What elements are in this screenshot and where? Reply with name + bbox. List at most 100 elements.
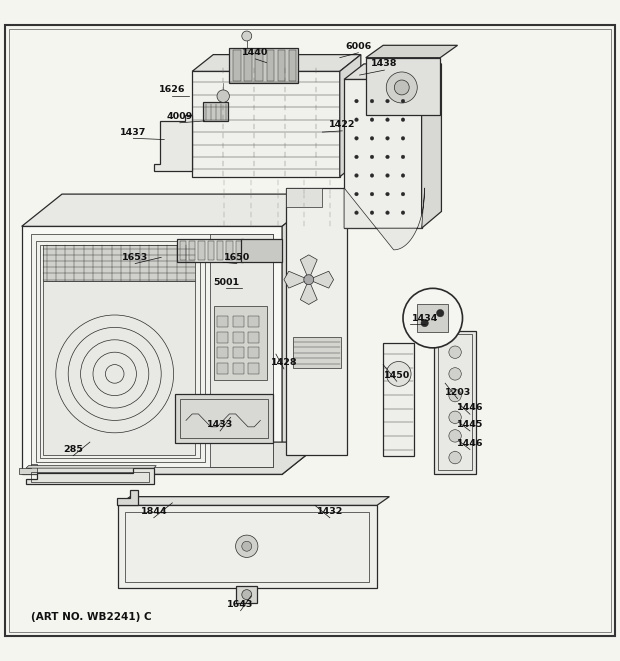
Circle shape xyxy=(370,211,374,215)
Circle shape xyxy=(370,136,374,140)
Polygon shape xyxy=(19,464,37,475)
Circle shape xyxy=(401,99,405,103)
Polygon shape xyxy=(232,316,244,327)
Polygon shape xyxy=(210,235,273,467)
Polygon shape xyxy=(232,363,244,374)
Polygon shape xyxy=(309,271,334,288)
Circle shape xyxy=(355,136,358,140)
Circle shape xyxy=(386,72,417,103)
Text: 5001: 5001 xyxy=(213,278,239,287)
Polygon shape xyxy=(267,50,274,81)
Circle shape xyxy=(386,192,389,196)
Polygon shape xyxy=(117,490,138,506)
Polygon shape xyxy=(286,188,347,455)
Circle shape xyxy=(370,99,374,103)
Text: 1626: 1626 xyxy=(159,85,185,95)
Circle shape xyxy=(449,451,461,464)
Circle shape xyxy=(401,174,405,177)
Text: 1434: 1434 xyxy=(412,313,438,323)
Polygon shape xyxy=(229,48,298,83)
Circle shape xyxy=(386,362,411,386)
Polygon shape xyxy=(422,64,441,228)
Circle shape xyxy=(355,192,358,196)
Polygon shape xyxy=(175,394,273,444)
Text: 1446: 1446 xyxy=(457,439,483,448)
Circle shape xyxy=(386,155,389,159)
Polygon shape xyxy=(248,347,259,358)
Text: 1422: 1422 xyxy=(329,120,355,129)
Polygon shape xyxy=(286,188,322,206)
Text: 6006: 6006 xyxy=(345,42,371,51)
Text: 4009: 4009 xyxy=(167,112,193,121)
Polygon shape xyxy=(208,241,214,260)
Polygon shape xyxy=(214,305,267,380)
Polygon shape xyxy=(203,102,228,121)
Polygon shape xyxy=(118,506,377,588)
Polygon shape xyxy=(217,316,228,327)
Circle shape xyxy=(401,136,405,140)
Text: 1653: 1653 xyxy=(122,253,148,262)
Polygon shape xyxy=(293,336,341,368)
Circle shape xyxy=(449,389,461,402)
Circle shape xyxy=(242,31,252,41)
Circle shape xyxy=(386,174,389,177)
Text: 285: 285 xyxy=(63,445,83,454)
Text: 1450: 1450 xyxy=(384,371,410,379)
Circle shape xyxy=(449,346,461,358)
Circle shape xyxy=(401,192,405,196)
Polygon shape xyxy=(217,363,228,374)
Circle shape xyxy=(370,174,374,177)
Circle shape xyxy=(401,118,405,122)
Circle shape xyxy=(394,80,409,95)
Polygon shape xyxy=(244,50,252,81)
Circle shape xyxy=(386,136,389,140)
Polygon shape xyxy=(26,468,154,485)
Polygon shape xyxy=(217,347,228,358)
Circle shape xyxy=(355,211,358,215)
Polygon shape xyxy=(154,115,192,171)
Text: 1428: 1428 xyxy=(271,358,297,368)
Circle shape xyxy=(242,590,252,600)
Polygon shape xyxy=(233,50,241,81)
Circle shape xyxy=(370,118,374,122)
Polygon shape xyxy=(278,50,285,81)
Polygon shape xyxy=(22,226,282,475)
Polygon shape xyxy=(383,343,414,455)
Polygon shape xyxy=(217,332,228,343)
Circle shape xyxy=(436,309,444,317)
Text: 1432: 1432 xyxy=(317,507,343,516)
Circle shape xyxy=(386,118,389,122)
Polygon shape xyxy=(284,271,309,288)
Circle shape xyxy=(401,155,405,159)
Circle shape xyxy=(403,288,463,348)
Text: 1433: 1433 xyxy=(207,420,233,429)
Polygon shape xyxy=(189,241,195,260)
Polygon shape xyxy=(198,241,205,260)
Circle shape xyxy=(449,430,461,442)
Polygon shape xyxy=(344,188,425,250)
Circle shape xyxy=(355,155,358,159)
Polygon shape xyxy=(36,241,205,462)
Polygon shape xyxy=(366,58,440,115)
Text: 1445: 1445 xyxy=(457,420,483,429)
Circle shape xyxy=(217,90,229,102)
Circle shape xyxy=(386,99,389,103)
Circle shape xyxy=(401,211,405,215)
Polygon shape xyxy=(255,50,263,81)
Circle shape xyxy=(449,411,461,424)
Polygon shape xyxy=(232,347,244,358)
Polygon shape xyxy=(417,305,448,332)
Polygon shape xyxy=(26,465,156,468)
Circle shape xyxy=(386,211,389,215)
Text: 1203: 1203 xyxy=(445,388,471,397)
Polygon shape xyxy=(241,239,282,262)
Text: 1440: 1440 xyxy=(242,48,268,58)
Polygon shape xyxy=(282,194,322,475)
Text: 1438: 1438 xyxy=(371,59,397,68)
Text: 1643: 1643 xyxy=(228,600,254,609)
Polygon shape xyxy=(43,281,195,455)
Text: eReplacementParts.com: eReplacementParts.com xyxy=(188,338,332,350)
Circle shape xyxy=(355,118,358,122)
Polygon shape xyxy=(226,241,232,260)
Polygon shape xyxy=(22,194,322,226)
